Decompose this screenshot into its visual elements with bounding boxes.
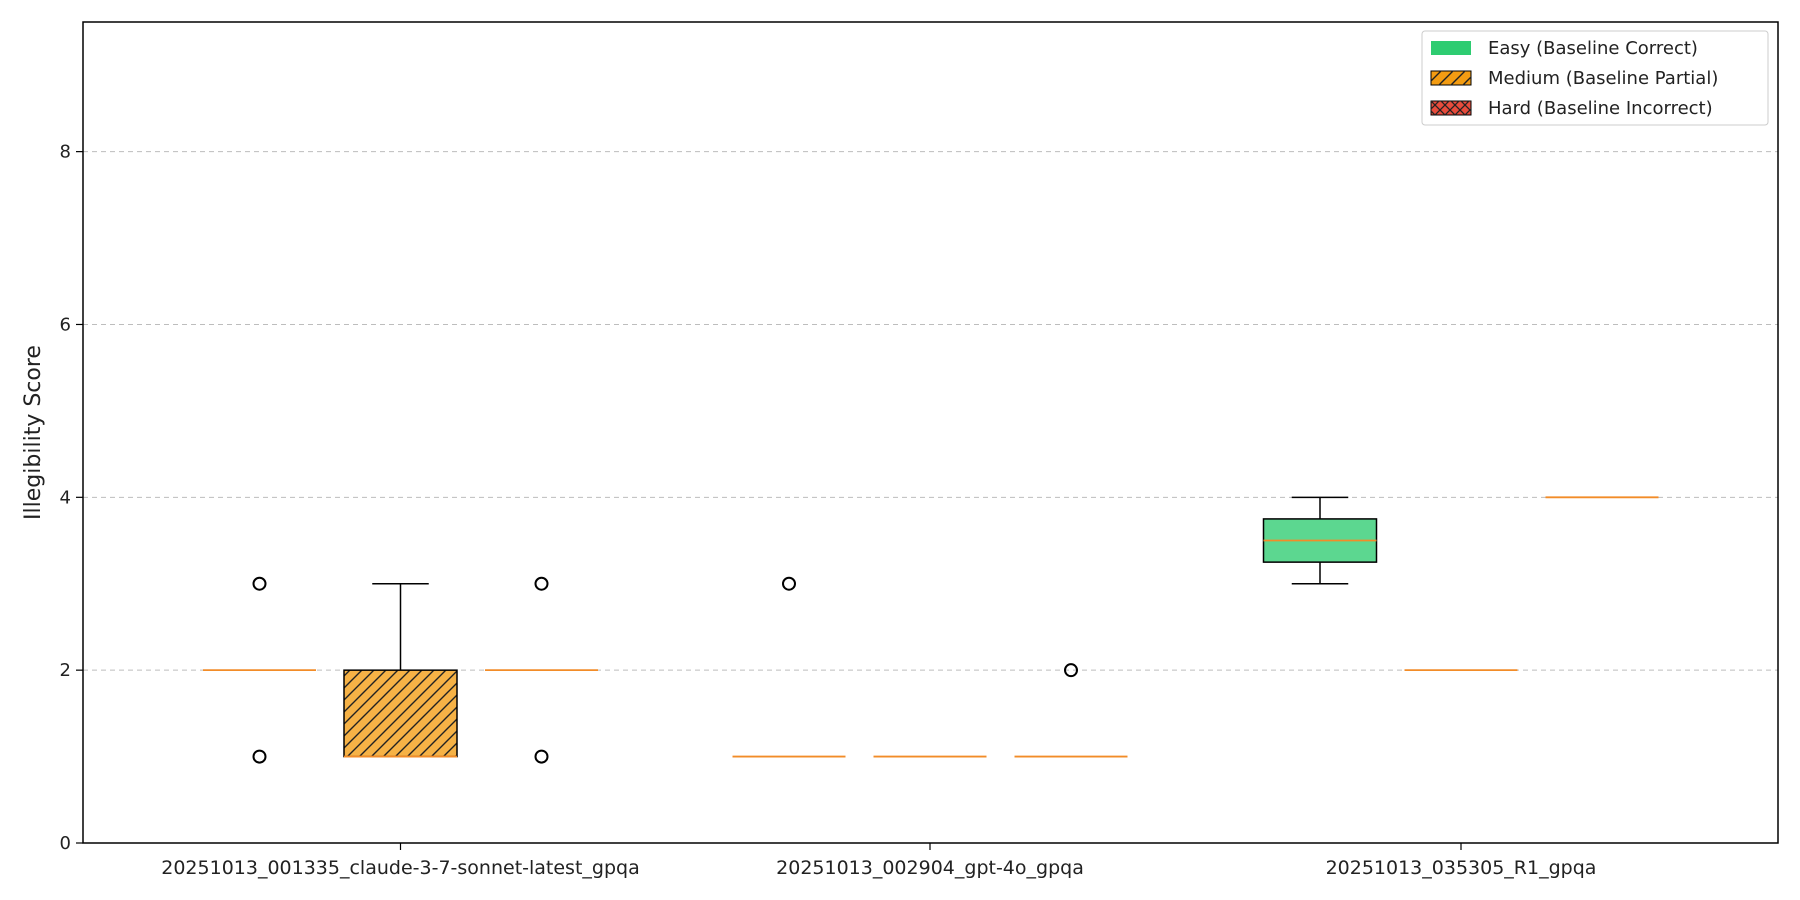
y-tick-label: 6	[60, 314, 71, 335]
legend: Easy (Baseline Correct) Medium (Baseline …	[1421, 30, 1769, 126]
legend-entry-label: Hard (Baseline Incorrect)	[1488, 98, 1713, 119]
outlier-point	[782, 576, 796, 591]
y-tick-label: 0	[60, 833, 71, 854]
legend-swatch-3	[1430, 100, 1472, 116]
box-plots	[203, 496, 1659, 764]
legend-swatch-1	[1431, 41, 1471, 55]
outlier-point	[534, 749, 549, 764]
box-1-3	[1262, 496, 1378, 585]
legend-frame	[1421, 30, 1769, 126]
grid-lines	[83, 151, 1778, 671]
legend-swatch-hatch	[1431, 101, 1471, 115]
outlier-point	[252, 576, 267, 591]
x-tick-label: 20251013_001335_claude-3-7-sonnet-latest…	[161, 857, 639, 879]
legend-swatch-hatch	[1431, 71, 1471, 85]
plot-frame	[82, 21, 1779, 844]
box-hatch	[344, 670, 457, 757]
y-axis-label: Illegibility Score	[21, 345, 46, 520]
axes: 0 2 4 6 8 20251013_001335_claude-3-7-sonnet-l…	[60, 142, 1597, 879]
y-tick-label: 8	[60, 142, 71, 163]
legend-entry-label: Easy (Baseline Correct)	[1488, 38, 1698, 59]
box-3-1	[485, 576, 598, 764]
box-1-1	[203, 576, 316, 764]
x-tick-label: 20251013_035305_R1_gpqa	[1326, 857, 1597, 879]
y-tick-label: 2	[60, 660, 71, 681]
y-tick-label: 4	[60, 487, 71, 508]
outlier-point	[534, 576, 549, 591]
outlier-point	[1064, 663, 1078, 678]
box-2-1	[343, 582, 458, 758]
box-1-2	[732, 576, 846, 758]
box-3-2	[1014, 663, 1128, 758]
legend-entry-label: Medium (Baseline Partial)	[1488, 68, 1718, 89]
outlier-point	[252, 749, 267, 764]
legend-swatch-fill	[1431, 41, 1471, 55]
legend-swatch-2	[1430, 70, 1472, 86]
x-tick-label: 20251013_002904_gpt-4o_gpqa	[776, 857, 1084, 879]
